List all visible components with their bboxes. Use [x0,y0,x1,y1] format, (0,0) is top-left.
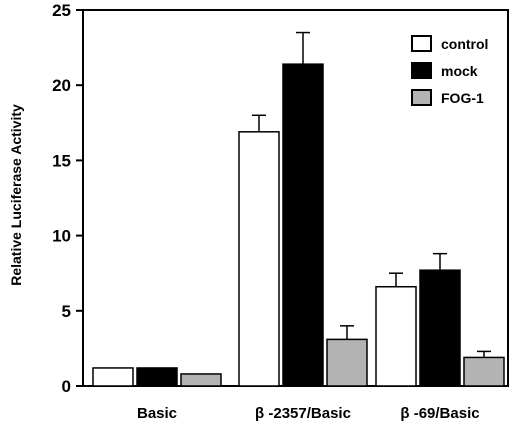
y-tick-label: 20 [52,76,71,95]
bar-fog-1 [180,373,222,387]
y-tick-label: 0 [62,377,71,396]
legend-swatch [411,62,432,79]
bar-control [92,367,134,387]
plot-area: 0 5 10 15 20 25 Basic β -2357/Basic β -69/Basic [52,1,509,422]
bar-control [238,131,280,387]
legend-label: control [441,36,488,52]
legend-swatch [411,89,432,106]
bar-fog-1 [463,356,505,387]
bar-control [375,285,417,387]
x-category-label: β -2357/Basic [255,405,351,422]
legend-label: mock [441,63,478,79]
y-tick-label: 25 [52,1,71,20]
y-tick-label: 15 [52,151,71,170]
y-tick-label: 5 [62,302,71,321]
legend: control mock FOG-1 [411,35,488,106]
y-axis-label: Relative Luciferase Activity [8,104,24,286]
x-category-label: Basic [137,405,177,422]
bar-fog-1 [326,338,368,387]
bar-mock [419,269,461,387]
bar-mock [136,367,178,387]
legend-label: FOG-1 [441,90,484,106]
x-category-label: β -69/Basic [400,405,479,422]
bar-mock [282,63,324,387]
y-tick-label: 10 [52,227,71,246]
legend-swatch [411,35,432,52]
